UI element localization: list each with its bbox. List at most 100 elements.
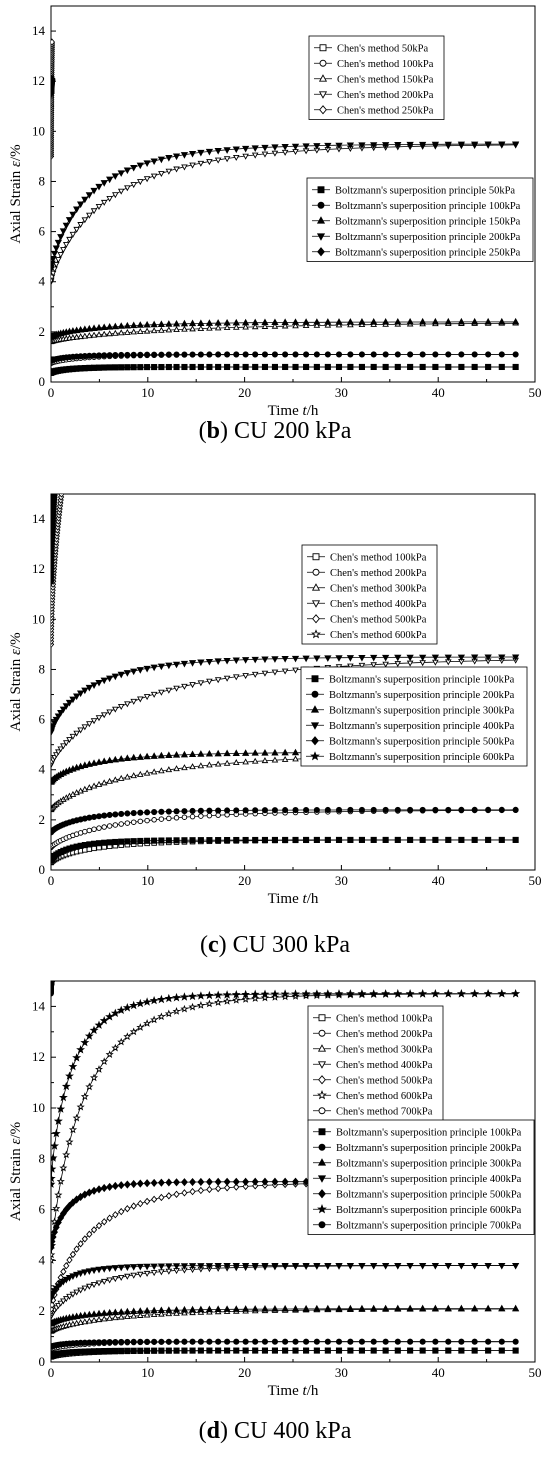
data-point xyxy=(144,837,151,844)
data-point xyxy=(370,142,378,149)
data-point xyxy=(197,1263,205,1270)
data-point xyxy=(158,171,165,178)
legend-entry: Boltzmann's superposition principle 100k… xyxy=(312,201,521,212)
data-point xyxy=(85,684,93,692)
legend-label: Boltzmann's superposition principle 700k… xyxy=(336,1220,522,1231)
data-point xyxy=(206,812,213,819)
data-point xyxy=(471,806,478,813)
legend-entry: Chen's method 400kPa xyxy=(313,1060,433,1071)
data-point xyxy=(51,256,57,263)
data-point xyxy=(143,752,151,760)
data-point xyxy=(151,837,158,844)
data-point xyxy=(130,164,138,172)
data-point xyxy=(157,663,166,671)
data-point xyxy=(382,806,389,813)
data-point xyxy=(51,1173,56,1183)
data-point xyxy=(112,364,119,371)
data-point xyxy=(66,1256,73,1264)
data-point xyxy=(52,1204,61,1212)
legend-boltzmann: Boltzmann's superposition principle 100k… xyxy=(300,666,528,767)
y-tick-label: 4 xyxy=(39,762,46,777)
data-point xyxy=(261,836,269,844)
x-tick-label: 20 xyxy=(238,873,251,888)
data-point xyxy=(251,749,259,756)
data-point xyxy=(51,1237,56,1246)
data-point xyxy=(165,155,173,162)
data-point xyxy=(197,363,204,371)
data-point xyxy=(137,809,144,816)
data-point xyxy=(89,1025,99,1035)
data-point xyxy=(302,655,310,663)
data-point xyxy=(445,1347,452,1354)
data-point xyxy=(86,212,93,219)
data-point xyxy=(117,755,125,762)
data-point xyxy=(143,1306,151,1314)
x-tick-label: 10 xyxy=(141,873,154,888)
data-point xyxy=(233,1338,240,1345)
data-point xyxy=(261,1338,269,1345)
data-point xyxy=(457,1304,465,1312)
data-point xyxy=(51,1164,57,1173)
data-point xyxy=(292,667,299,674)
data-point xyxy=(51,1232,57,1242)
data-point xyxy=(100,1057,109,1065)
data-point xyxy=(95,679,103,687)
data-point xyxy=(95,1221,103,1230)
data-point xyxy=(118,821,124,827)
data-point xyxy=(165,766,173,773)
data-point xyxy=(407,806,414,813)
data-point xyxy=(346,989,355,998)
data-point xyxy=(457,317,465,325)
data-point xyxy=(117,1313,125,1320)
data-point xyxy=(106,839,113,846)
data-point xyxy=(124,328,131,335)
legend-marker xyxy=(317,247,325,257)
series-boltzmann-11 xyxy=(50,486,57,523)
data-point xyxy=(166,815,172,822)
legend-marker xyxy=(317,1090,327,1100)
legend-marker xyxy=(311,600,321,608)
data-point xyxy=(50,487,56,493)
data-point xyxy=(242,1177,250,1186)
data-point xyxy=(77,333,84,340)
data-point xyxy=(137,328,144,334)
y-tick-label: 10 xyxy=(32,1100,45,1115)
data-point xyxy=(223,759,231,766)
caption-c: (c) CU 300 kPa xyxy=(200,932,350,958)
data-point xyxy=(95,715,103,722)
data-point xyxy=(419,1304,427,1312)
data-point xyxy=(252,1182,259,1190)
data-point xyxy=(130,819,137,825)
data-point xyxy=(149,995,159,1005)
data-point xyxy=(232,674,240,681)
data-point xyxy=(485,836,492,843)
data-point xyxy=(189,1187,196,1196)
data-point xyxy=(215,837,222,844)
data-point xyxy=(111,755,119,763)
series-boltzmann-7 xyxy=(51,317,520,340)
x-axis-label: Time t/h xyxy=(268,1383,319,1399)
data-point xyxy=(394,806,401,813)
data-point xyxy=(144,364,151,371)
data-point xyxy=(407,1338,414,1345)
data-point xyxy=(111,173,119,180)
data-point xyxy=(214,319,222,326)
data-point xyxy=(458,1338,465,1345)
data-point xyxy=(419,1262,427,1270)
data-point xyxy=(324,1262,332,1270)
data-point xyxy=(205,990,214,1000)
data-point xyxy=(180,660,189,668)
legend-label: Chen's method 600kPa xyxy=(330,630,427,641)
data-point xyxy=(50,486,57,492)
data-point xyxy=(95,1309,103,1317)
data-point xyxy=(130,1202,137,1210)
data-point xyxy=(214,998,223,1006)
data-point xyxy=(124,351,131,358)
data-point xyxy=(81,1318,89,1325)
data-point xyxy=(382,1347,389,1354)
data-point xyxy=(197,837,204,844)
data-point xyxy=(197,1347,204,1354)
legend-label: Boltzmann's superposition principle 600k… xyxy=(336,1205,522,1216)
data-point xyxy=(95,323,103,331)
data-point xyxy=(347,1338,354,1345)
